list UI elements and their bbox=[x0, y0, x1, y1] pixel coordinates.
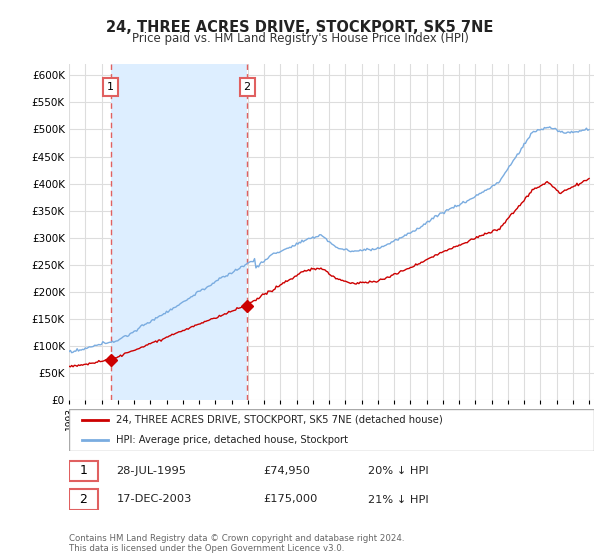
Text: 28-JUL-1995: 28-JUL-1995 bbox=[116, 466, 186, 476]
Text: 1: 1 bbox=[79, 464, 87, 477]
Text: Price paid vs. HM Land Registry's House Price Index (HPI): Price paid vs. HM Land Registry's House … bbox=[131, 32, 469, 45]
Text: 24, THREE ACRES DRIVE, STOCKPORT, SK5 7NE: 24, THREE ACRES DRIVE, STOCKPORT, SK5 7N… bbox=[106, 20, 494, 35]
Text: £74,950: £74,950 bbox=[263, 466, 310, 476]
FancyBboxPatch shape bbox=[69, 489, 98, 510]
FancyBboxPatch shape bbox=[69, 409, 594, 451]
Text: Contains HM Land Registry data © Crown copyright and database right 2024.
This d: Contains HM Land Registry data © Crown c… bbox=[69, 534, 404, 553]
Bar bbox=[111, 64, 247, 400]
Text: 24, THREE ACRES DRIVE, STOCKPORT, SK5 7NE (detached house): 24, THREE ACRES DRIVE, STOCKPORT, SK5 7N… bbox=[116, 415, 443, 424]
Text: £175,000: £175,000 bbox=[263, 494, 317, 505]
Text: 17-DEC-2003: 17-DEC-2003 bbox=[116, 494, 191, 505]
Text: 20% ↓ HPI: 20% ↓ HPI bbox=[368, 466, 429, 476]
Text: 1: 1 bbox=[107, 82, 114, 92]
Text: 2: 2 bbox=[79, 493, 87, 506]
Text: HPI: Average price, detached house, Stockport: HPI: Average price, detached house, Stoc… bbox=[116, 435, 348, 445]
Text: 21% ↓ HPI: 21% ↓ HPI bbox=[368, 494, 429, 505]
Text: 2: 2 bbox=[244, 82, 251, 92]
FancyBboxPatch shape bbox=[69, 461, 98, 481]
